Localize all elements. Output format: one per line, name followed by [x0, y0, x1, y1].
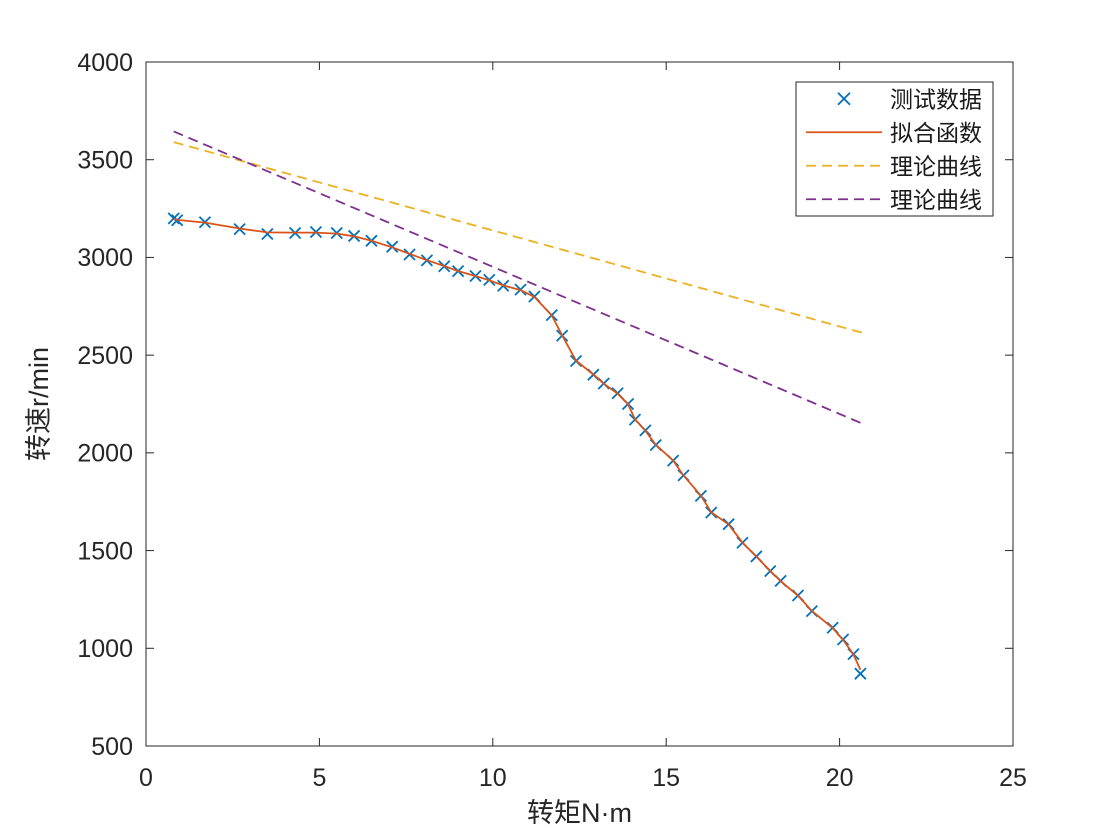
legend-item: 理论曲线	[806, 153, 982, 179]
y-tick-label: 1500	[77, 537, 133, 565]
legend-label: 测试数据	[890, 86, 982, 112]
y-axis-label: 转速r/min	[24, 347, 54, 461]
plot-box	[145, 61, 1014, 747]
legend-x-marker-sample	[837, 92, 851, 106]
y-tick-label: 4000	[77, 49, 133, 77]
y-tick-label: 3500	[77, 146, 133, 174]
theory-dashed-line	[173, 141, 863, 334]
x-tick-label: 10	[479, 764, 507, 792]
x-tick-label: 20	[826, 764, 854, 792]
series-0-markers	[167, 212, 867, 680]
y-tick-label: 500	[91, 733, 133, 761]
x-axis-label: 转矩N·m	[527, 798, 632, 828]
x-tick-label: 0	[139, 764, 153, 792]
legend-label: 理论曲线	[890, 187, 982, 213]
x-tick-label: 5	[312, 764, 326, 792]
y-tick-label: 2000	[77, 440, 133, 468]
series-3-line	[173, 130, 863, 425]
y-tick-label: 2500	[77, 342, 133, 370]
legend-label: 理论曲线	[890, 153, 982, 179]
series-1-line	[173, 218, 862, 671]
theory-dashed-line	[173, 130, 863, 425]
y-tick-label: 1000	[77, 635, 133, 663]
x-tick-label: 25	[999, 764, 1027, 792]
y-tick-label: 3000	[77, 244, 133, 272]
x-marker	[261, 227, 274, 241]
x-marker	[167, 212, 180, 225]
legend-item: 测试数据	[837, 86, 982, 112]
series-2-line	[173, 141, 863, 334]
legend-item: 拟合函数	[806, 120, 982, 146]
legend-label: 拟合函数	[890, 120, 982, 146]
fit-line	[173, 218, 862, 671]
legend-item: 理论曲线	[806, 187, 982, 213]
legend-box	[795, 81, 994, 217]
x-tick-label: 15	[652, 764, 680, 792]
x-marker	[854, 667, 867, 680]
